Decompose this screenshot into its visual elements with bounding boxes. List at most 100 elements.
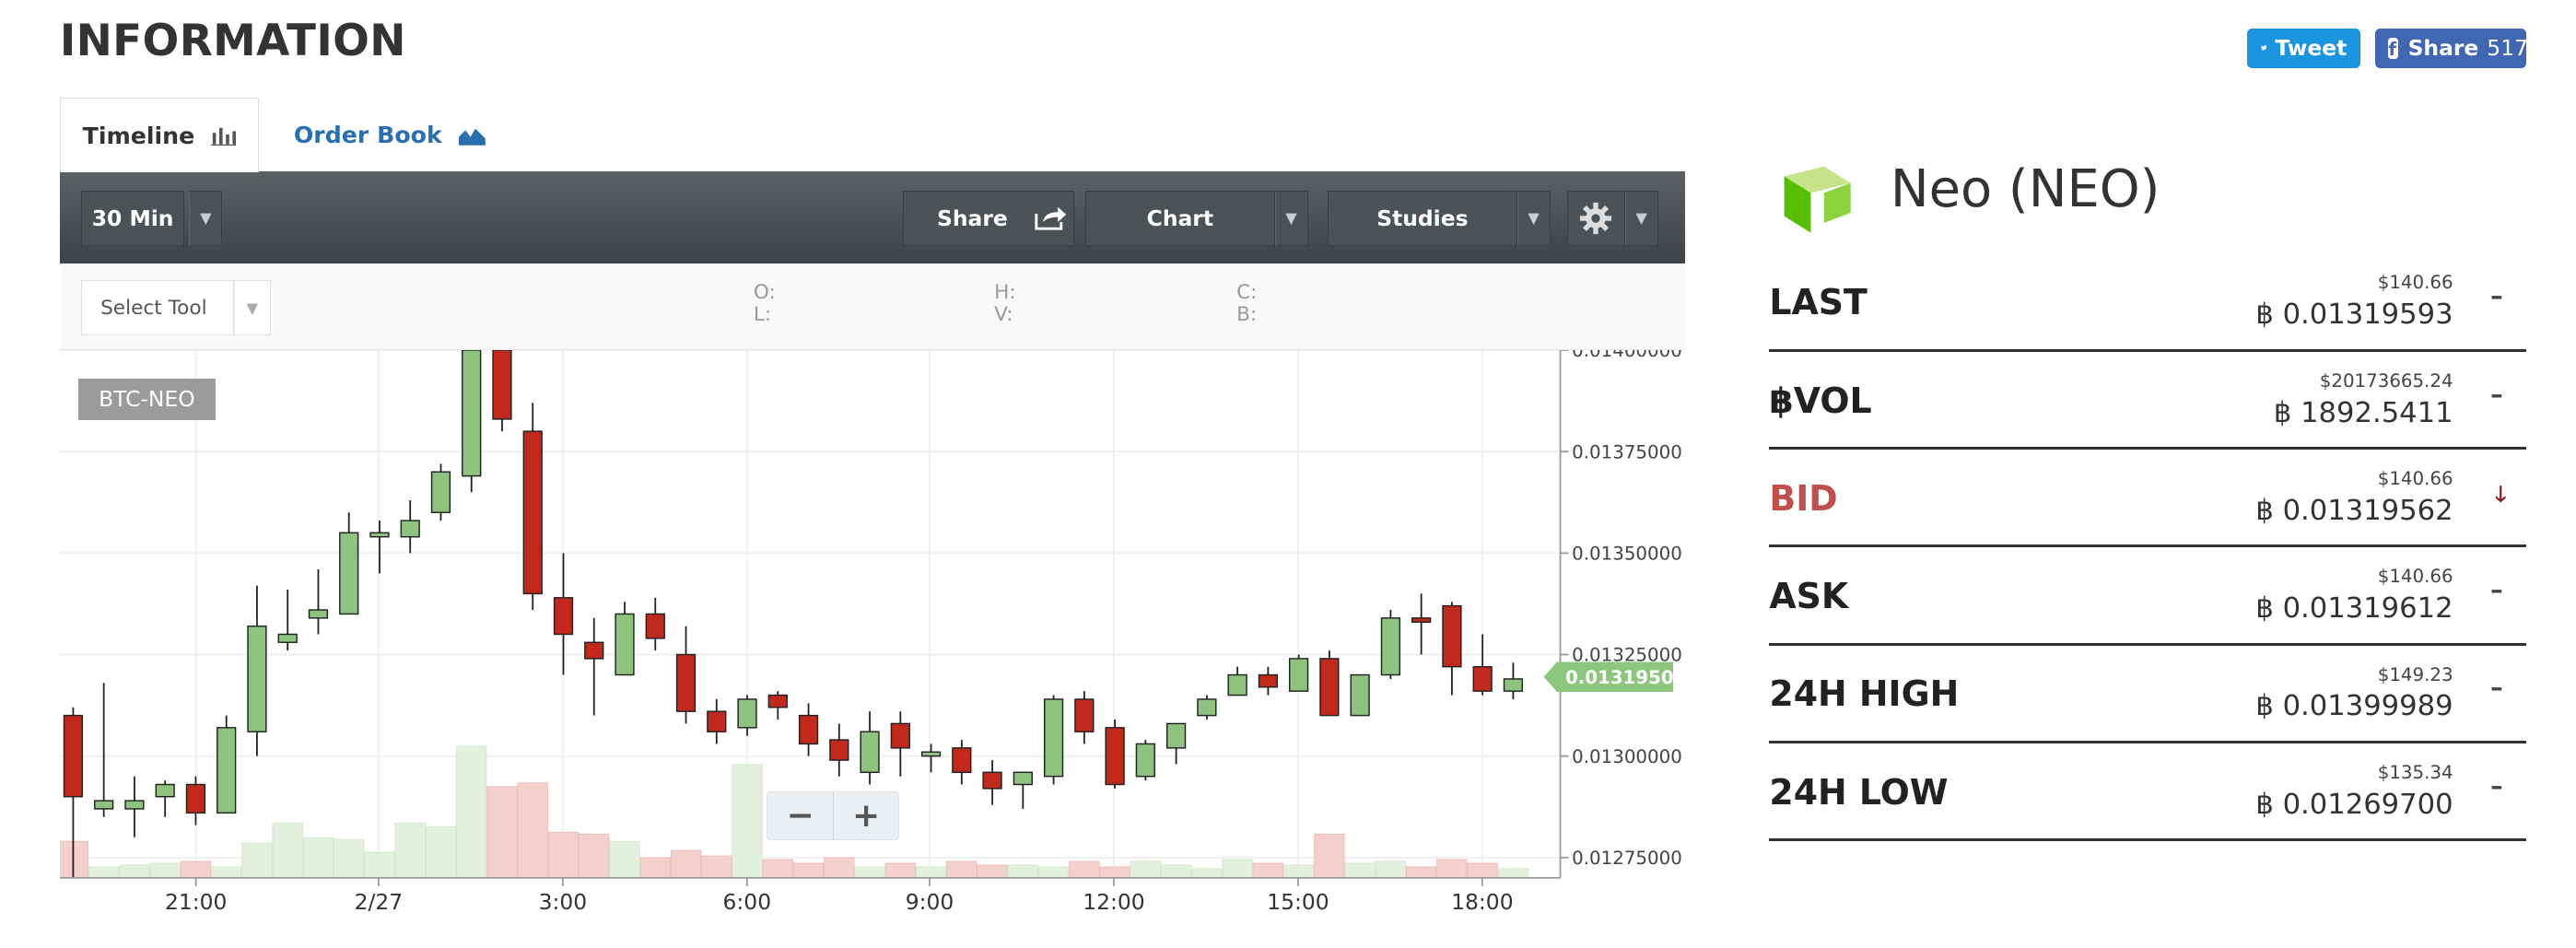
page-title: INFORMATION xyxy=(59,17,406,66)
candle-body xyxy=(1350,673,1370,717)
y-tick-label: 0.01400000 xyxy=(1572,350,1682,361)
candle-body xyxy=(553,597,573,636)
volume-bar xyxy=(1497,868,1528,879)
trend-icon: – xyxy=(2490,380,2503,409)
open-label: O: xyxy=(753,281,776,305)
tab-order-book[interactable]: Order Book xyxy=(294,98,486,172)
chevron-down-icon: ▼ xyxy=(1285,209,1297,228)
volume-bar xyxy=(1252,862,1283,879)
candle-body xyxy=(920,751,942,757)
x-tick-label: 6:00 xyxy=(722,889,771,915)
bitcoin-icon: ฿ xyxy=(2255,690,2274,723)
interval-dropdown-caret[interactable]: ▼ xyxy=(189,191,223,246)
high-label: H: xyxy=(994,281,1016,305)
area-chart-icon xyxy=(458,128,486,146)
volume-bar xyxy=(486,786,518,879)
settings-button[interactable] xyxy=(1566,191,1625,246)
stat-usd-value: $20173665.24 xyxy=(2319,369,2453,392)
ohlc-high-volume: H: V: xyxy=(994,282,1016,325)
stat-btc-value: ฿ 0.01319593 xyxy=(2255,298,2453,331)
chart-type-button[interactable]: Chart xyxy=(1085,191,1275,246)
x-tick-label: 2/27 xyxy=(354,889,403,915)
y-tick-label: 0.01350000 xyxy=(1572,544,1682,565)
stat-btc-number: 0.01319612 xyxy=(2282,592,2453,626)
stat-btc-number: 0.01269700 xyxy=(2282,788,2453,821)
settings-caret[interactable]: ▼ xyxy=(1624,191,1658,246)
trend-icon: – xyxy=(2490,576,2503,605)
candle-body xyxy=(247,626,267,733)
chart-type-caret[interactable]: ▼ xyxy=(1274,191,1308,246)
volume-bar xyxy=(1037,866,1070,879)
candle-body xyxy=(1258,673,1278,688)
candle-body xyxy=(952,747,972,774)
volume-bar xyxy=(180,860,211,879)
trend-icon: – xyxy=(2490,282,2503,311)
candle-body xyxy=(522,430,543,595)
candle-body xyxy=(615,613,635,676)
volume-bar xyxy=(119,864,150,879)
facebook-share-button[interactable]: f Share 517 xyxy=(2374,28,2528,68)
stat-btc-number: 0.01319593 xyxy=(2282,298,2453,332)
facebook-icon: f xyxy=(2388,37,2398,61)
neo-logo-icon xyxy=(1784,166,1851,233)
volume-bar xyxy=(1467,862,1498,879)
volume-bar xyxy=(1130,860,1161,879)
volume-bar xyxy=(1375,860,1406,879)
candle-body xyxy=(1227,673,1247,696)
volume-bar xyxy=(425,826,456,879)
y-tick-label: 0.01300000 xyxy=(1572,746,1682,767)
volume-bar xyxy=(792,862,825,879)
chart-toolbar: 30 Min ▼ Share Chart ▼ Studies ▼ ▼ xyxy=(59,170,1685,264)
chevron-down-icon: ▼ xyxy=(200,209,212,228)
stat-usd-value: $135.34 xyxy=(2377,761,2453,783)
stat-row: 24H LOW $135.34 ฿ 0.01269700 – xyxy=(1769,743,2526,842)
volume-bar xyxy=(59,840,88,879)
candle-body xyxy=(63,714,83,798)
candle-body xyxy=(767,694,788,708)
candlestick-chart[interactable]: 0.01400000 0.01375000 0.01350000 0.01325000… xyxy=(59,350,1685,923)
share-chart-button[interactable]: Share xyxy=(903,191,1074,246)
tab-timeline[interactable]: Timeline xyxy=(59,98,260,173)
stat-row: ฿VOL $20173665.24 ฿ 1892.5411 – xyxy=(1769,352,2526,451)
candle-body xyxy=(860,731,880,774)
y-tick-label: 0.01375000 xyxy=(1572,441,1682,462)
chevron-down-icon: ▼ xyxy=(1528,209,1540,228)
volume-bar xyxy=(1314,833,1345,879)
trend-icon: 🡓 xyxy=(2495,480,2507,507)
interval-select[interactable]: 30 Min xyxy=(81,191,184,246)
tweet-button[interactable]: Tweet xyxy=(2247,28,2360,68)
bitcoin-icon: ฿ xyxy=(2255,592,2274,626)
share-chart-label: Share xyxy=(937,205,1008,231)
candle-body xyxy=(1135,743,1155,778)
select-tool-caret[interactable]: ▼ xyxy=(234,280,271,335)
studies-caret[interactable]: ▼ xyxy=(1516,191,1551,246)
tab-order-book-label: Order Book xyxy=(293,122,442,149)
volume-bar xyxy=(394,823,426,879)
candle-body xyxy=(1319,658,1340,717)
candle-body xyxy=(492,350,512,420)
stat-row: BID $140.66 ฿ 0.01319562 🡓 xyxy=(1769,450,2526,548)
volume-bar xyxy=(517,782,548,879)
current-price-label: 0.01319500 xyxy=(1565,667,1685,688)
volume-bar xyxy=(1344,862,1376,879)
stat-label: 24H LOW xyxy=(1769,771,1949,813)
zoom-in-button[interactable]: + xyxy=(852,796,881,835)
candle-body xyxy=(675,653,696,713)
x-tick-label: 12:00 xyxy=(1083,889,1144,915)
chevron-down-icon: ▼ xyxy=(246,298,259,317)
volume-bar xyxy=(977,864,1008,879)
candle-body xyxy=(1165,722,1187,749)
stat-label: BID xyxy=(1769,477,1838,519)
candle-body xyxy=(338,532,359,615)
zoom-out-button[interactable]: − xyxy=(767,792,834,839)
stat-row: ASK $140.66 ฿ 0.01319612 – xyxy=(1769,547,2526,646)
volume-bar xyxy=(302,837,334,879)
stat-usd-value: $149.23 xyxy=(2377,663,2453,685)
stat-row: 24H HIGH $149.23 ฿ 0.01399989 – xyxy=(1769,646,2526,744)
x-tick-label: 9:00 xyxy=(906,889,954,915)
studies-button[interactable]: Studies xyxy=(1328,191,1517,246)
stat-usd-value: $140.66 xyxy=(2377,566,2453,588)
select-tool-dropdown[interactable]: Select Tool xyxy=(81,280,234,335)
volume-bar xyxy=(1160,864,1192,879)
volume-bar xyxy=(854,866,885,879)
